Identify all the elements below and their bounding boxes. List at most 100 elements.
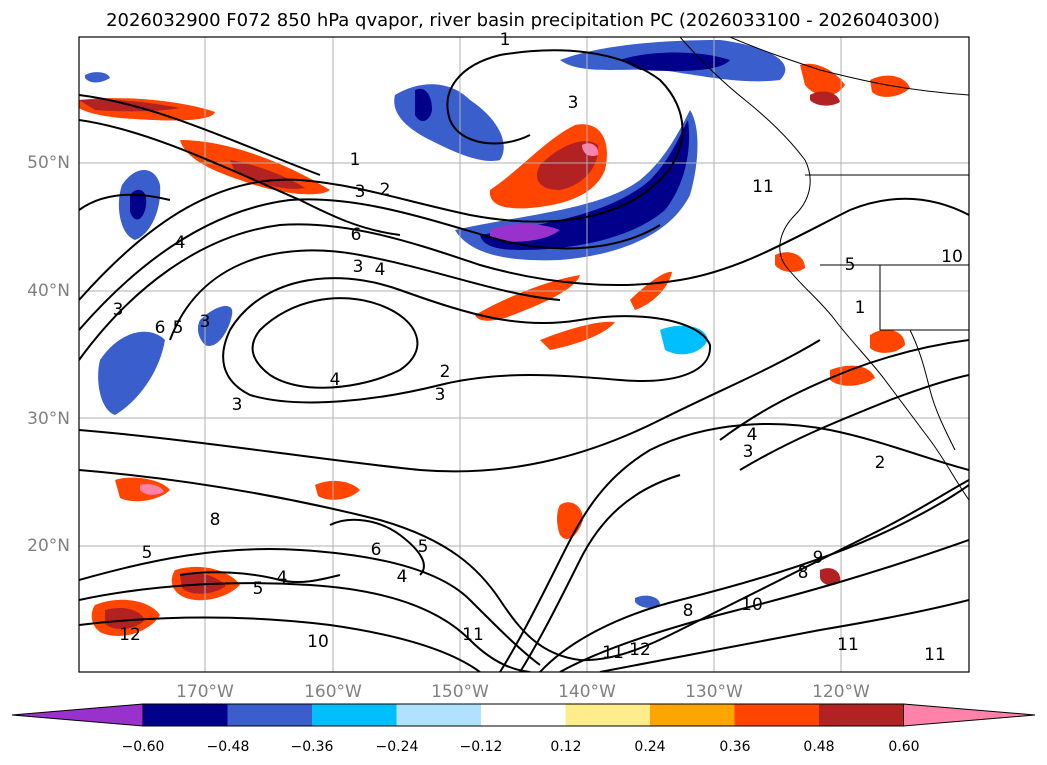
negative-anomaly-area (130, 189, 147, 220)
colorbar-swatch (312, 704, 397, 726)
qvapor-contours (79, 49, 969, 672)
positive-anomaly-area (870, 75, 910, 97)
positive-anomaly-area (810, 91, 840, 106)
colorbar-swatch (565, 704, 651, 726)
latitude-labels: 50°N 40°N 30°N 20°N (27, 153, 70, 556)
lon-label-160w: 160°W (304, 682, 362, 702)
contour-label: 8 (210, 510, 221, 530)
contour-label: 3 (353, 257, 364, 277)
contour-label: 6 (155, 318, 166, 338)
colorbar-label: 0.36 (719, 739, 750, 755)
contour-line (79, 469, 969, 662)
contour-label: 4 (175, 233, 186, 253)
contour-line (79, 197, 969, 361)
longitude-labels: 170°W 160°W 150°W 140°W 130°W 120°W (176, 682, 870, 702)
colorbar-swatch (481, 704, 566, 726)
colorbar-swatch (734, 704, 820, 726)
colorbar-label: 0.24 (634, 739, 665, 755)
positive-anomaly-area (775, 252, 805, 272)
contour-line (79, 339, 821, 473)
contour-label: 12 (119, 625, 141, 645)
contour-label: 11 (837, 635, 859, 655)
contour-label: 3 (113, 300, 124, 320)
lat-label-50n: 50°N (27, 153, 70, 173)
negative-anomaly-area (490, 224, 560, 242)
colorbar-label: −0.60 (122, 739, 165, 755)
contour-label: 12 (629, 640, 651, 660)
contour-line (222, 277, 712, 404)
lon-label-130w: 130°W (685, 682, 743, 702)
colorbar-swatch (396, 704, 482, 726)
negative-anomaly-area (635, 595, 660, 608)
colorbar-extend-high (903, 703, 1036, 727)
contour-line (539, 484, 969, 672)
positive-anomaly-area (230, 160, 305, 189)
contour-label: 3 (743, 442, 754, 462)
positive-anomaly-area (315, 480, 360, 500)
contour-label: 4 (330, 370, 341, 390)
negative-anomaly-area (197, 305, 233, 346)
contour-line (519, 474, 681, 672)
contour-label: 5 (142, 543, 153, 563)
colorbar-swatch (819, 704, 904, 726)
contour-label: 1 (855, 298, 866, 318)
colorbar-label: 0.12 (550, 739, 581, 755)
negative-anomaly-area (480, 120, 690, 250)
contour-line (251, 297, 419, 389)
contour-label: 3 (355, 182, 366, 202)
contour-label: 8 (798, 563, 809, 583)
map-title: 2026032900 F072 850 hPa qvapor, river ba… (106, 10, 940, 31)
colorbar-swatch (227, 704, 313, 726)
positive-anomaly-area (475, 275, 580, 321)
contour-line (79, 119, 401, 236)
colorbar-swatch (143, 704, 228, 726)
lon-label-150w: 150°W (431, 682, 489, 702)
contour-line (739, 374, 969, 471)
contour-label: 11 (924, 645, 946, 665)
contour-label: 4 (277, 568, 288, 588)
contour-label: 4 (375, 260, 386, 280)
lon-label-140w: 140°W (558, 682, 616, 702)
contour-label: 11 (752, 177, 774, 197)
contour-label: 5 (418, 537, 429, 557)
colorbar-label: 0.60 (888, 739, 919, 755)
contour-label: 3 (435, 385, 446, 405)
coastline (729, 37, 969, 96)
contour-label: 5 (253, 579, 264, 599)
negative-anomaly-area (415, 88, 432, 122)
map-background (79, 37, 969, 672)
lon-label-120w: 120°W (812, 682, 870, 702)
border (879, 265, 969, 331)
contour-label: 10 (741, 595, 763, 615)
contour-label: 9 (813, 548, 824, 568)
lat-label-20n: 20°N (27, 536, 70, 556)
contour-label: 11 (602, 643, 624, 663)
contour-label: 3 (232, 395, 243, 415)
contour-line (79, 548, 541, 666)
lat-label-30n: 30°N (27, 409, 70, 429)
colorbar-label: −0.24 (376, 739, 419, 755)
colorbar-label: 0.48 (803, 739, 834, 755)
positive-anomaly-area (582, 143, 599, 156)
lon-label-170w: 170°W (176, 682, 234, 702)
contour-label: 8 (683, 601, 694, 621)
colorbar-frame (142, 703, 904, 727)
contour-line (79, 49, 684, 301)
contour-label: 2 (440, 362, 451, 382)
contour-label: 10 (307, 632, 329, 652)
contour-label: 2 (875, 453, 886, 473)
positive-anomaly-area (536, 141, 599, 190)
contour-label: 5 (173, 318, 184, 338)
coastline (679, 37, 969, 501)
negative-anomaly-area (85, 72, 110, 83)
lat-label-40n: 40°N (27, 281, 70, 301)
contour-label: 2 (380, 180, 391, 200)
contour-line (719, 339, 969, 441)
positive-anomaly-area (820, 568, 841, 586)
contour-line (179, 571, 341, 584)
contour-line (79, 616, 481, 672)
contour-label: 10 (941, 247, 963, 267)
